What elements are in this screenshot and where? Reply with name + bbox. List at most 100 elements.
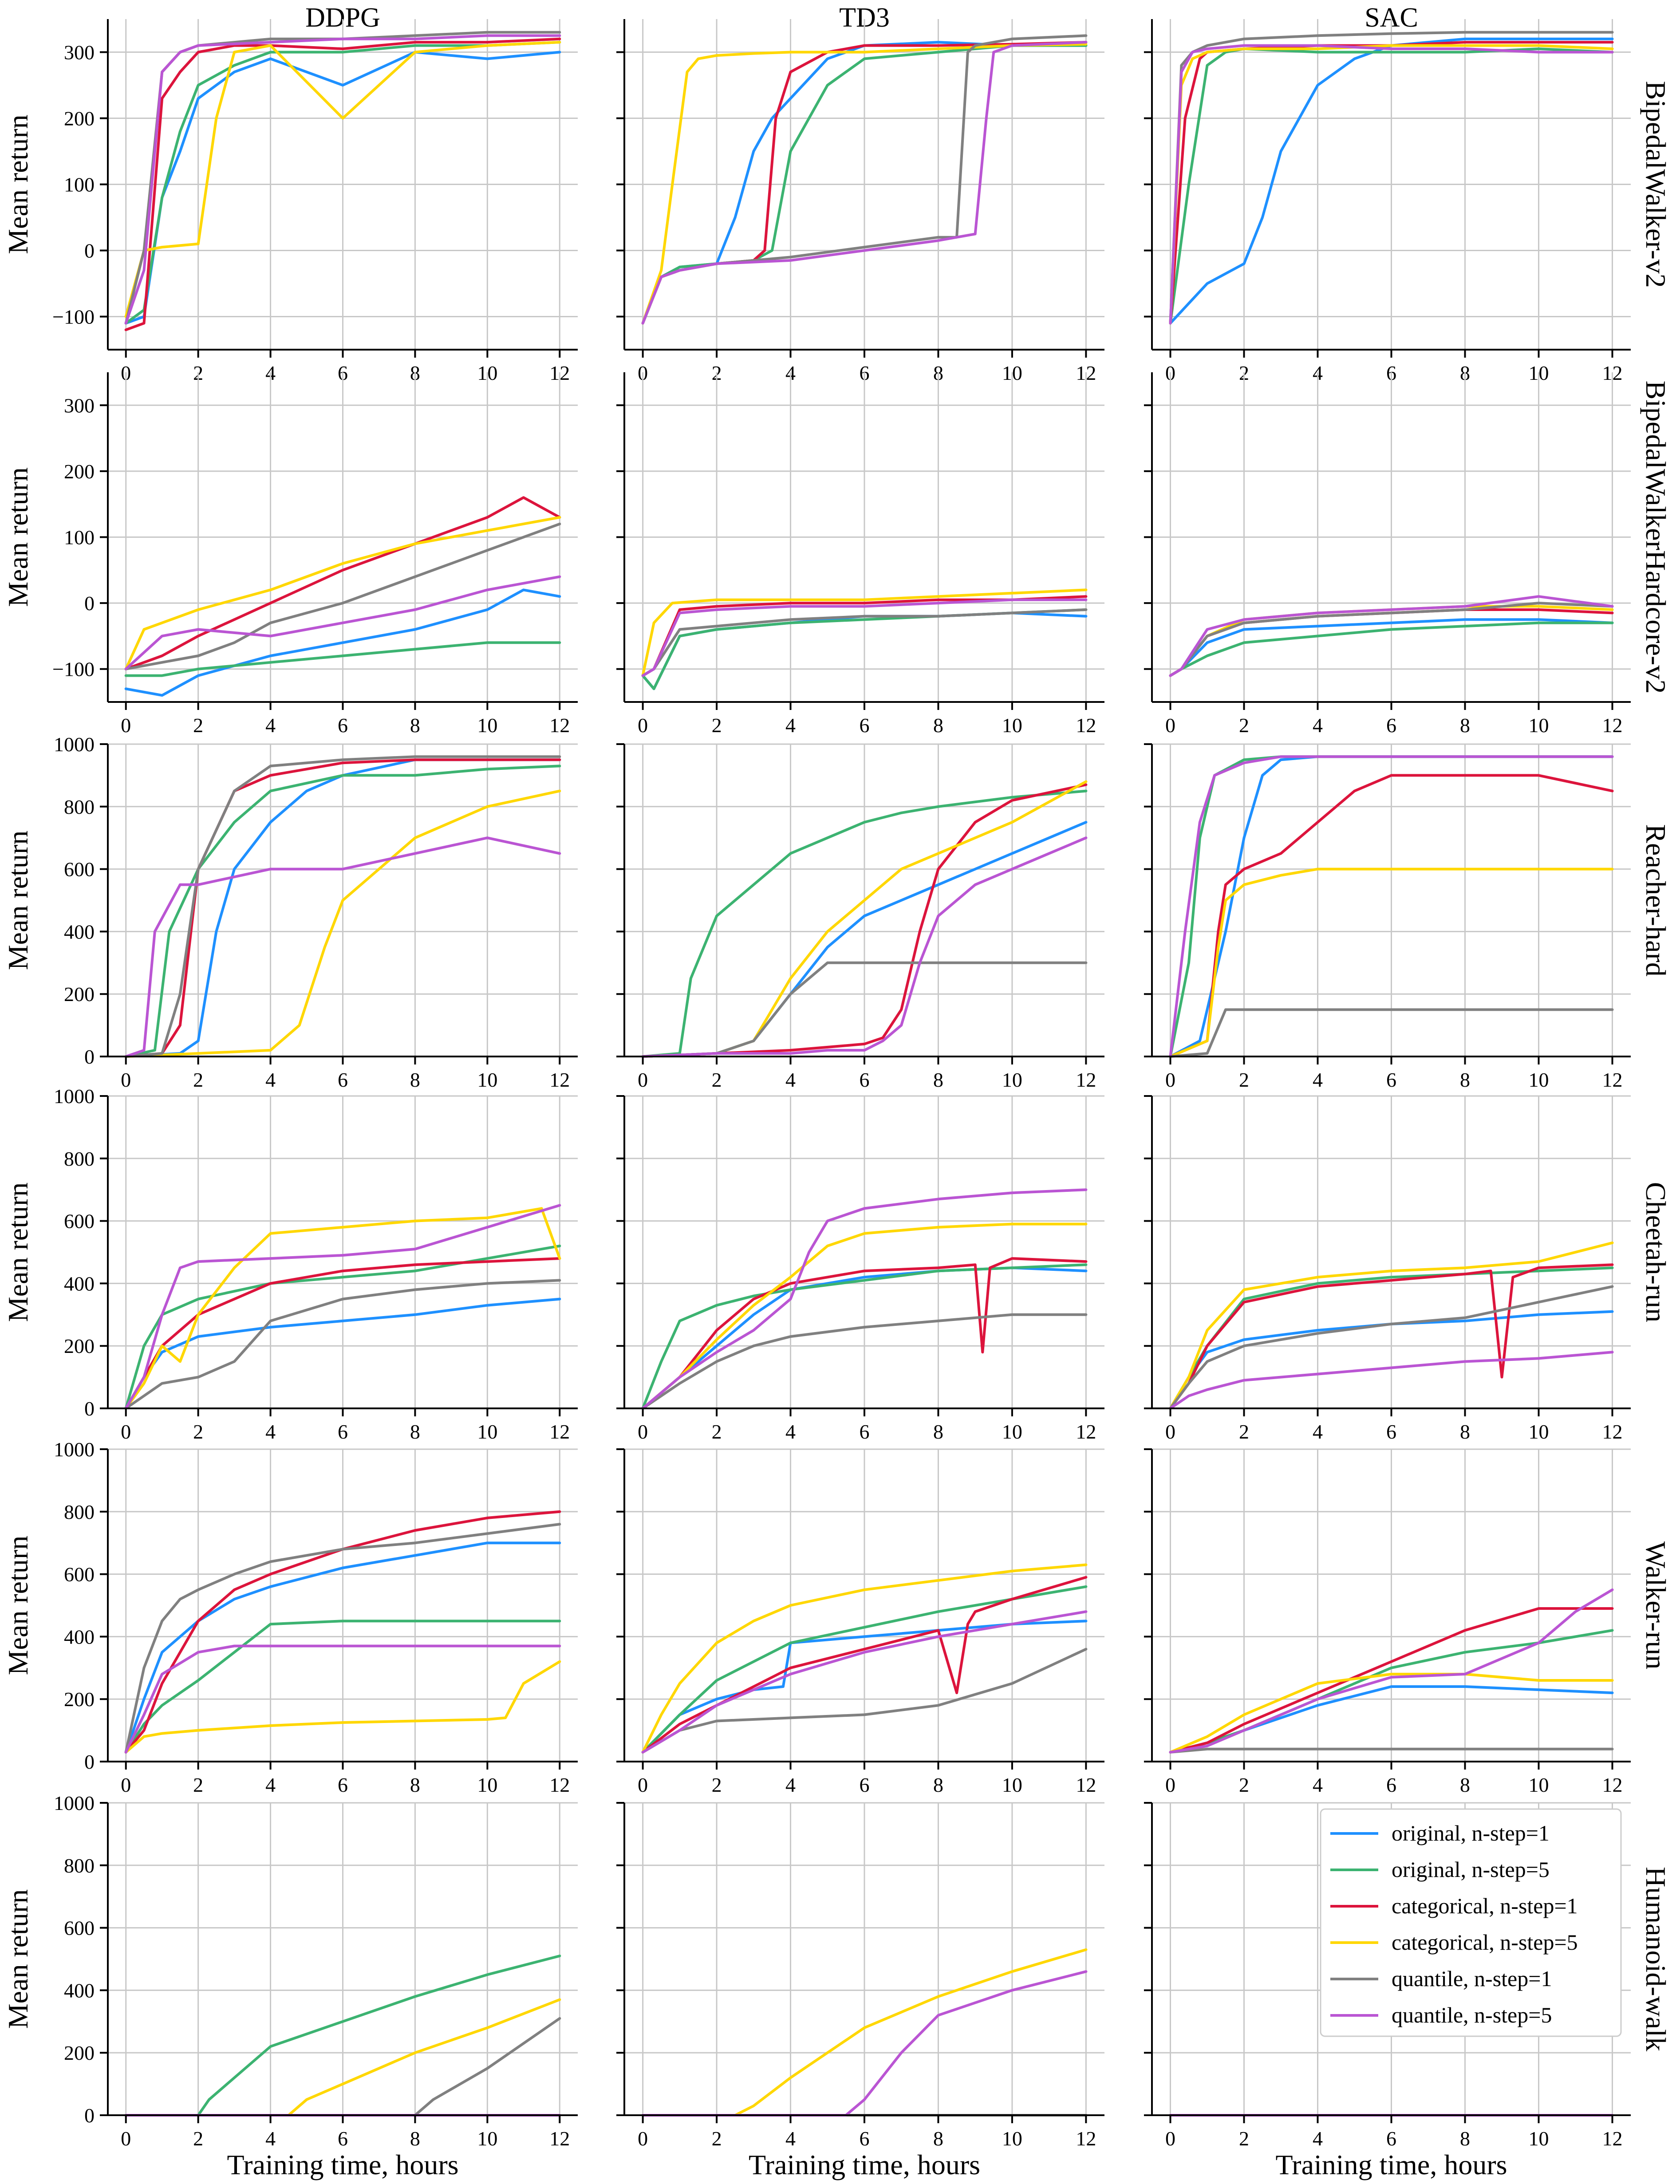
x-tick-label: 4 [1313, 1774, 1323, 1796]
x-tick-label: 4 [265, 714, 276, 737]
y-axis-label: Mean return [2, 114, 34, 254]
y-tick-label: 800 [64, 796, 95, 818]
series-line-quantile-n-step-1 [124, 1523, 561, 1754]
y-tick-label: 600 [64, 1917, 95, 1940]
series-line-quantile-n-step-5 [1169, 44, 1614, 325]
y-tick-label: 100 [64, 173, 95, 196]
x-tick-label: 8 [933, 1420, 943, 1443]
panel-cheetah-run-ddpg: 0 2 4 6 8 10 12 0 200 400 600 800 1000 [54, 1085, 578, 1443]
x-tick-label: 6 [860, 1774, 870, 1796]
x-axis-label: Training time, hours [1275, 2149, 1507, 2180]
y-axis-label: Mean return [2, 831, 34, 970]
series-line-quantile-n-step-5 [124, 575, 561, 670]
series-line-categorical-n-step-1 [1169, 774, 1614, 1058]
x-tick-label: 0 [1165, 714, 1175, 737]
x-tick-label: 0 [638, 1774, 648, 1796]
x-tick-label: 4 [785, 1774, 796, 1796]
x-tick-label: 12 [1076, 1420, 1096, 1443]
series-line-quantile-n-step-1 [641, 961, 1088, 1058]
series-line-quantile-n-step-5 [1169, 1351, 1614, 1410]
x-tick-label: 8 [410, 1774, 420, 1796]
x-tick-label: 0 [638, 2127, 648, 2150]
row-title-reacher-hard: Reacher-hard [1640, 824, 1672, 976]
x-tick-label: 2 [1239, 1420, 1249, 1443]
x-tick-label: 12 [1602, 1774, 1623, 1796]
legend-label: quantile, n-step=1 [1392, 1966, 1552, 1991]
y-tick-label: 800 [64, 1501, 95, 1523]
series-line-categorical-n-step-1 [124, 1257, 561, 1410]
x-tick-label: 6 [1386, 1774, 1396, 1796]
y-tick-label: 800 [64, 1147, 95, 1170]
x-tick-label: 10 [1529, 1068, 1549, 1091]
x-tick-label: 2 [712, 1420, 722, 1443]
series-line-quantile-n-step-1 [641, 608, 1088, 677]
y-tick-label: 1000 [54, 1438, 95, 1461]
x-tick-label: 6 [1386, 1420, 1396, 1443]
series-line-original-n-step-5 [641, 1585, 1088, 1754]
y-axis-label: Mean return [2, 1183, 34, 1322]
x-tick-label: 10 [1002, 2127, 1022, 2150]
x-tick-label: 10 [1002, 1068, 1022, 1091]
series-line-categorical-n-step-5 [124, 1660, 561, 1754]
series-line-categorical-n-step-1 [641, 1257, 1088, 1410]
x-tick-label: 12 [1602, 2127, 1623, 2150]
x-tick-label: 6 [338, 1420, 348, 1443]
y-tick-label: 300 [64, 41, 95, 64]
y-tick-label: 300 [64, 394, 95, 417]
y-tick-label: 200 [64, 1688, 95, 1711]
x-tick-label: 12 [549, 1068, 570, 1091]
x-tick-label: 4 [785, 1068, 796, 1091]
series-line-categorical-n-step-5 [1169, 867, 1614, 1058]
x-tick-label: 8 [410, 1068, 420, 1091]
y-tick-label: 0 [84, 592, 95, 615]
x-tick-label: 6 [338, 1068, 348, 1091]
x-tick-label: 12 [549, 2127, 570, 2150]
x-tick-label: 4 [785, 1420, 796, 1443]
row-title-bipedalwalker-v2: BipedalWalker-v2 [1640, 81, 1672, 288]
series-line-categorical-n-step-1 [124, 496, 561, 670]
y-tick-label: 200 [64, 107, 95, 130]
series-line-categorical-n-step-1 [124, 37, 561, 331]
x-tick-label: 12 [549, 1420, 570, 1443]
panel-cheetah-run-sac: 0 2 4 6 8 10 12 [1144, 1095, 1631, 1443]
x-tick-label: 8 [1460, 1774, 1470, 1796]
y-axis-label: Mean return [2, 467, 34, 607]
series-line-categorical-n-step-5 [641, 1948, 1088, 2117]
panel-reacher-hard-sac: 0 2 4 6 8 10 12 [1144, 743, 1631, 1091]
panel-walker-run-td3: 0 2 4 6 8 10 12 [616, 1448, 1104, 1796]
y-tick-label: 400 [64, 920, 95, 943]
x-tick-label: 8 [1460, 2127, 1470, 2150]
series-line-quantile-n-step-1 [1169, 31, 1614, 325]
series-line-categorical-n-step-1 [641, 783, 1088, 1058]
x-tick-label: 10 [1002, 1774, 1022, 1796]
y-tick-label: 600 [64, 1563, 95, 1586]
series-line-original-n-step-1 [1169, 37, 1614, 325]
x-tick-label: 2 [712, 2127, 722, 2150]
series-line-original-n-step-5 [1169, 621, 1614, 677]
x-axis-label: Training time, hours [749, 2149, 980, 2180]
series-line-categorical-n-step-5 [1169, 1672, 1614, 1754]
panel-humanoid-walk-ddpg: 0 2 4 6 8 10 12 0 200 400 600 800 1000 [54, 1792, 578, 2150]
x-tick-label: 0 [638, 714, 648, 737]
y-tick-label: 200 [64, 983, 95, 1005]
row-title-bipedalwalkerhardcore-v2: BipedalWalkerHardcore-v2 [1640, 381, 1672, 694]
series-line-quantile-n-step-5 [124, 34, 561, 325]
x-tick-label: 6 [860, 2127, 870, 2150]
x-tick-label: 10 [1529, 1774, 1549, 1796]
x-tick-label: 4 [265, 1420, 276, 1443]
series-line-original-n-step-1 [1169, 618, 1614, 677]
series-line-categorical-n-step-1 [1169, 41, 1614, 325]
x-tick-label: 4 [265, 1068, 276, 1091]
x-tick-label: 12 [1076, 1068, 1096, 1091]
x-tick-label: 2 [712, 1068, 722, 1091]
x-tick-label: 6 [860, 714, 870, 737]
x-tick-label: 8 [410, 2127, 420, 2150]
row-title-cheetah-run: Cheetah-run [1640, 1182, 1672, 1322]
x-tick-label: 2 [712, 1774, 722, 1796]
legend: original, n-step=1 original, n-step=5 cate… [1320, 1808, 1622, 2037]
series-line-categorical-n-step-1 [124, 1510, 561, 1754]
x-tick-label: 12 [549, 1774, 570, 1796]
panel-bipedalwalkerhardcore-v2-td3: 0 2 4 6 8 10 12 [616, 372, 1104, 737]
